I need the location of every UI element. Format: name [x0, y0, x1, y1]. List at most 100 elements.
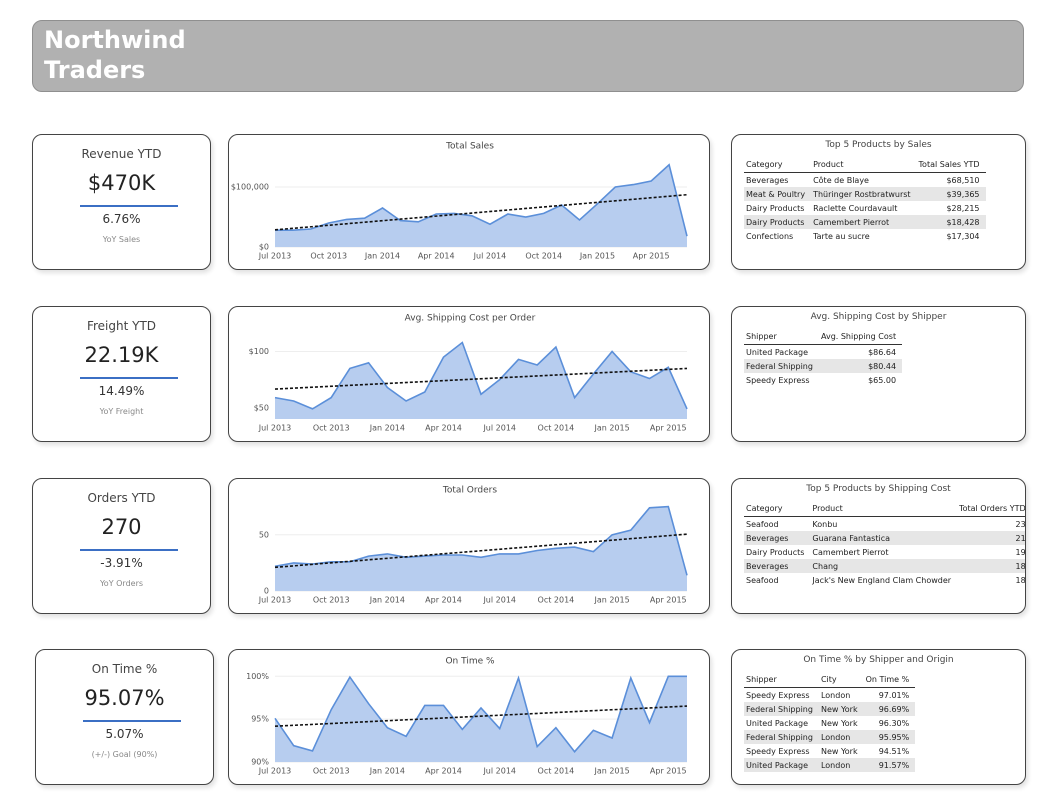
table: Shipper City On Time % Speedy Express London… [744, 672, 916, 772]
x-tick-label: Apr 2014 [425, 767, 462, 776]
table-cell: Camembert Pierrot [812, 547, 889, 557]
table-cell: Seafood [746, 519, 779, 529]
table-row: Dairy Products Camembert Pierrot 19 [744, 545, 1026, 559]
y-tick-label: $100 [249, 347, 269, 356]
table-card: Avg. Shipping Cost by Shipper Shipper Avg.… [731, 306, 1026, 442]
table-cell: Thüringer Rostbratwurst [811, 187, 917, 201]
table-head: Shipper Avg. Shipping Cost [744, 329, 903, 345]
table-cell: Federal Shipping [744, 359, 819, 373]
table: Shipper Avg. Shipping Cost United Package $… [744, 329, 903, 387]
table-cell: $39,365 [916, 187, 986, 201]
table-row: Beverages Côte de Blaye $68,510 [744, 173, 986, 188]
x-tick-label: Jan 2015 [593, 767, 629, 776]
table-cell: Speedy Express [746, 375, 810, 385]
y-tick-label: 0 [264, 587, 269, 596]
table-cell: $28,215 [946, 203, 980, 213]
x-tick-label: Apr 2014 [425, 424, 462, 433]
column-header: Product [810, 501, 958, 517]
kpi-value: $470K [87, 171, 156, 195]
x-tick-label: Jul 2014 [482, 596, 516, 605]
kpi-note: (+/-) Goal (90%) [91, 750, 158, 759]
table-cell: Federal Shipping [744, 702, 819, 716]
x-tick-label: Apr 2015 [650, 596, 687, 605]
kpi-label: Revenue YTD [81, 147, 162, 161]
x-tick-label: Oct 2013 [313, 596, 350, 605]
table-body: Beverages Côte de Blaye $68,510 Meat & Poul… [744, 173, 986, 244]
column-header: Category [744, 501, 811, 517]
table-head: Category Product Total Orders YTD [744, 501, 1025, 517]
header-row: Shipper City On Time % [744, 672, 916, 688]
table-row: Federal Shipping London 95.95% [744, 730, 916, 744]
header-banner: Northwind Traders [32, 20, 1024, 92]
table-cell: Chang [810, 559, 958, 573]
x-tick-label: Jul 2014 [482, 767, 516, 776]
table-card: On Time % by Shipper and Origin Shipper Ci… [731, 649, 1026, 785]
table-card: Top 5 Products by Shipping Cost Category P… [731, 478, 1026, 614]
chart: On Time % 90% 95% 100% Jul 2013 Oct 2013 Jan 2… [246, 657, 688, 776]
table-cell: United Package [746, 718, 808, 728]
x-tick-label: Jul 2013 [258, 424, 292, 433]
table-cell: New York [820, 718, 858, 728]
table-cell: $80.44 [818, 359, 903, 373]
chart-title: Total Orders [442, 486, 497, 496]
x-tick-label: Apr 2015 [650, 424, 687, 433]
header-row: Category Product Total Sales YTD [744, 157, 986, 173]
y-tick-label: 50 [259, 530, 269, 539]
x-tick-label: Oct 2014 [525, 252, 562, 261]
table-cell: London [818, 730, 864, 744]
y-tick-label: 95% [251, 715, 269, 724]
table-row: Speedy Express $65.00 [744, 373, 902, 387]
x-tick-label: Jan 2014 [369, 424, 405, 433]
table-row: United Package London 91.57% [744, 758, 916, 772]
line [274, 341, 688, 410]
table-row: Meat & Poultry Thüringer Rostbratwurst $39… [744, 187, 986, 201]
x-tick-label: Jan 2014 [364, 252, 400, 261]
table-cell: Meat & Poultry [744, 187, 812, 201]
area [275, 342, 687, 419]
area [275, 676, 687, 762]
header-title: Northwind Traders [44, 26, 186, 84]
table-cell: Dairy Products [746, 203, 805, 213]
table-cell: Tarte au sucre [813, 231, 870, 241]
table-cell: 96.30% [878, 718, 910, 728]
table-cell: Seafood [746, 575, 779, 585]
x-tick-label: Oct 2014 [538, 596, 575, 605]
column-header: Total Orders YTD [957, 501, 1025, 517]
table-cell: United Package [746, 347, 808, 357]
table-head: Category Product Total Sales YTD [744, 157, 986, 173]
kpi-card: Revenue YTD $470K 6.76% YoY Sales [32, 134, 211, 270]
x-tick-label: Oct 2014 [538, 767, 575, 776]
table-title: Top 5 Products by Sales [825, 140, 932, 150]
column-header: Category [744, 157, 812, 173]
chart: Avg. Shipping Cost per Order $50 $100 Jul 2… [249, 314, 688, 433]
kpi-card: Freight YTD 22.19K 14.49% YoY Freight [32, 306, 211, 442]
x-tick-label: Oct 2014 [538, 424, 575, 433]
table-cell: London [818, 758, 864, 772]
y-tick-label: 90% [251, 758, 269, 767]
kpi-card: On Time % 95.07% 5.07% (+/-) Goal (90%) [35, 649, 214, 785]
chart: Total Sales $0 $100,000 Jul 2013 Oct 2013 Jan… [231, 142, 688, 261]
table-row: United Package $86.64 [744, 345, 902, 360]
kpi-note: YoY Freight [99, 407, 144, 416]
kpi-change: 14.49% [98, 384, 145, 398]
table-cell: 91.57% [863, 758, 916, 772]
table-cell: 19 [1015, 547, 1026, 557]
x-tick-label: Jul 2013 [258, 596, 292, 605]
column-header: Shipper [744, 672, 819, 688]
kpi-value: 95.07% [84, 686, 165, 710]
chart-card: On Time % 90% 95% 100% Jul 2013 Oct 2013 Jan 2… [228, 649, 710, 785]
table-row: Federal Shipping $80.44 [744, 359, 903, 373]
column-header: Avg. Shipping Cost [818, 329, 903, 345]
x-tick-label: Jan 2014 [369, 596, 405, 605]
y-tick-label: $50 [254, 403, 269, 412]
x-tick-label: Jul 2013 [258, 767, 292, 776]
table-cell: Federal Shipping [744, 730, 819, 744]
table-title: Avg. Shipping Cost by Shipper [810, 312, 947, 322]
trend-line [274, 367, 688, 390]
table-cell: New York [818, 702, 864, 716]
chart-card: Total Orders 0 50 Jul 2013 Oct 2013 Jan 2014 A… [228, 478, 710, 614]
table-cell: Guarana Fantastica [810, 531, 958, 545]
chart-card: Avg. Shipping Cost per Order $50 $100 Jul 2… [228, 306, 710, 442]
trend-line [274, 533, 688, 569]
